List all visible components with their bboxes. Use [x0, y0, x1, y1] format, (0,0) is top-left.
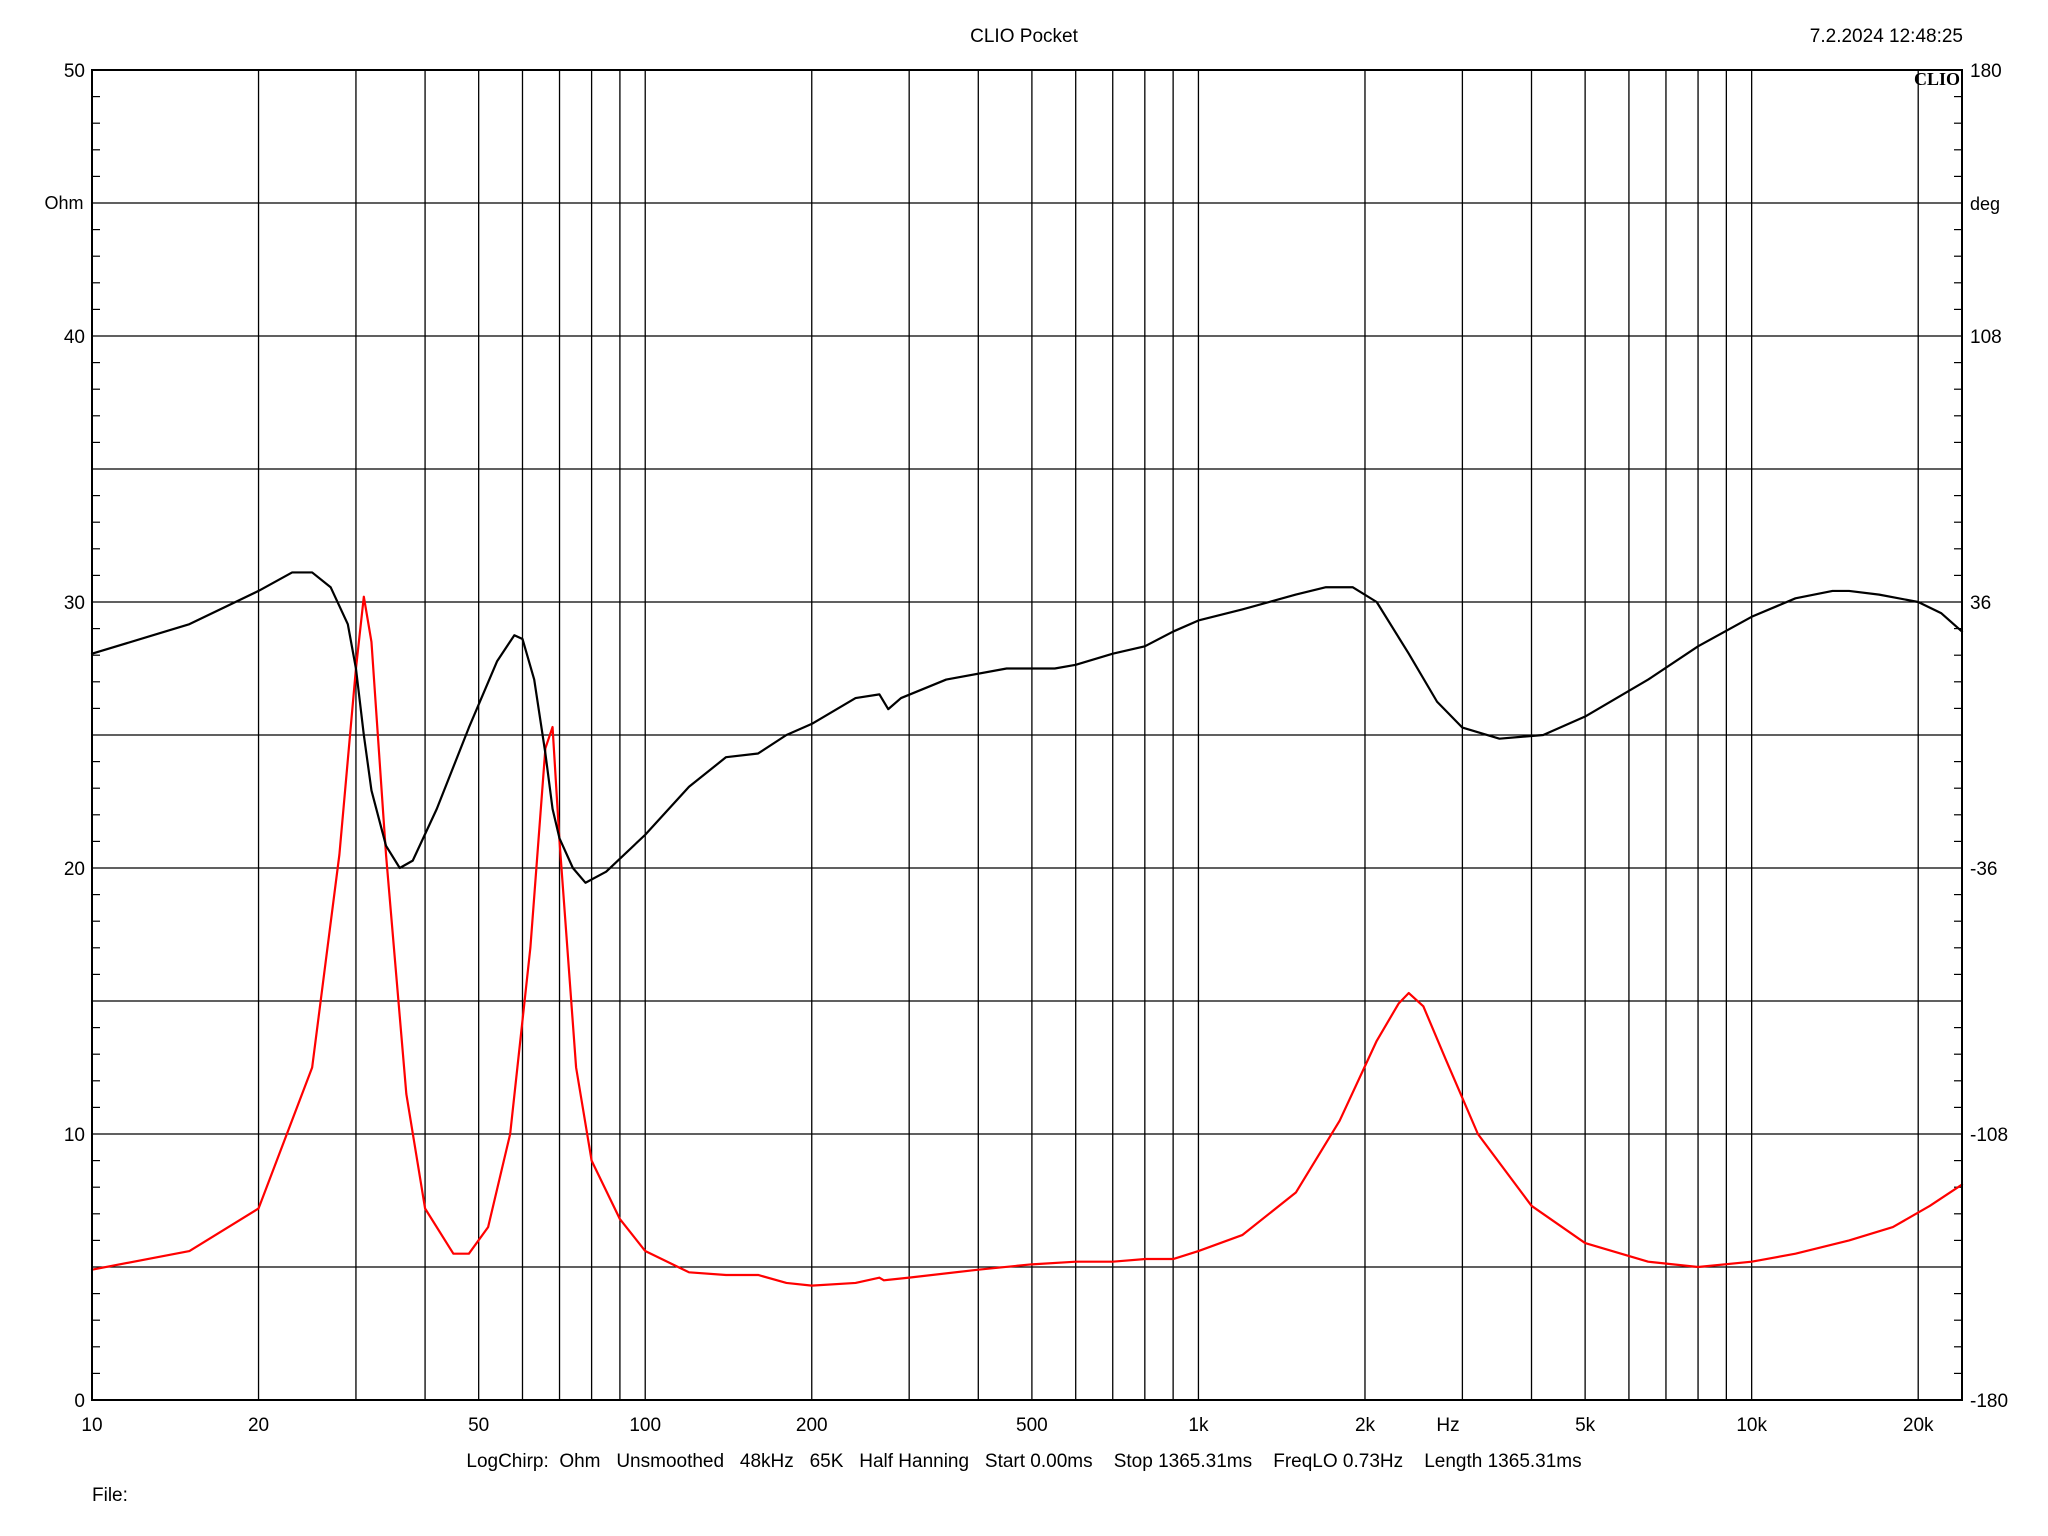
y-left-tick-label: 10: [64, 1125, 85, 1146]
file-label: File:: [92, 1485, 128, 1506]
y-right-tick-label: 36: [1970, 593, 1991, 614]
y-right-unit-label: deg: [1970, 194, 2000, 214]
y-right-tick-label: -180: [1970, 1391, 2008, 1412]
y-right-tick-label: -36: [1970, 859, 1997, 880]
x-tick-label: 2k: [1355, 1415, 1376, 1436]
x-axis-unit-label: Hz: [1436, 1415, 1459, 1436]
y-right-tick-label: 180: [1970, 61, 2002, 82]
axis-labels: 10 20 50 100 200 500 1k 2k 5k 10k 20k 0 10 20 30 40 50 -1…: [64, 61, 2008, 1436]
x-tick-label: 10k: [1736, 1415, 1767, 1436]
clio-logo: CLIO: [1914, 69, 1960, 89]
y-left-tick-label: 30: [64, 593, 85, 614]
y-right-tick-label: -108: [1970, 1125, 2008, 1146]
x-tick-label: 20: [248, 1415, 269, 1436]
x-tick-label: 50: [468, 1415, 489, 1436]
y-left-tick-label: 50: [64, 61, 85, 82]
phase-curve: [90, 571, 1964, 884]
plot-frame: [91, 69, 1963, 1401]
x-tick-label: 1k: [1188, 1415, 1209, 1436]
impedance-curve: [90, 595, 1964, 1287]
chart-title: CLIO Pocket: [970, 26, 1078, 47]
x-tick-label: 500: [1016, 1415, 1048, 1436]
x-tick-label: 10: [81, 1415, 102, 1436]
series-layer: [90, 571, 1964, 1287]
measurement-settings: LogChirp: Ohm Unsmoothed 48kHz 65K Half …: [466, 1451, 1581, 1472]
y-left-tick-label: 40: [64, 327, 85, 348]
x-tick-label: 100: [629, 1415, 661, 1436]
grid: [92, 70, 1962, 1400]
x-tick-label: 5k: [1575, 1415, 1596, 1436]
y-right-tick-label: 108: [1970, 327, 2002, 348]
y-left-tick-label: 20: [64, 859, 85, 880]
timestamp: 7.2.2024 12:48:25: [1810, 26, 1963, 47]
y-left-tick-label: 0: [74, 1391, 85, 1412]
x-tick-label: 20k: [1903, 1415, 1934, 1436]
x-tick-label: 200: [796, 1415, 828, 1436]
y-left-unit-label: Ohm: [44, 193, 83, 213]
